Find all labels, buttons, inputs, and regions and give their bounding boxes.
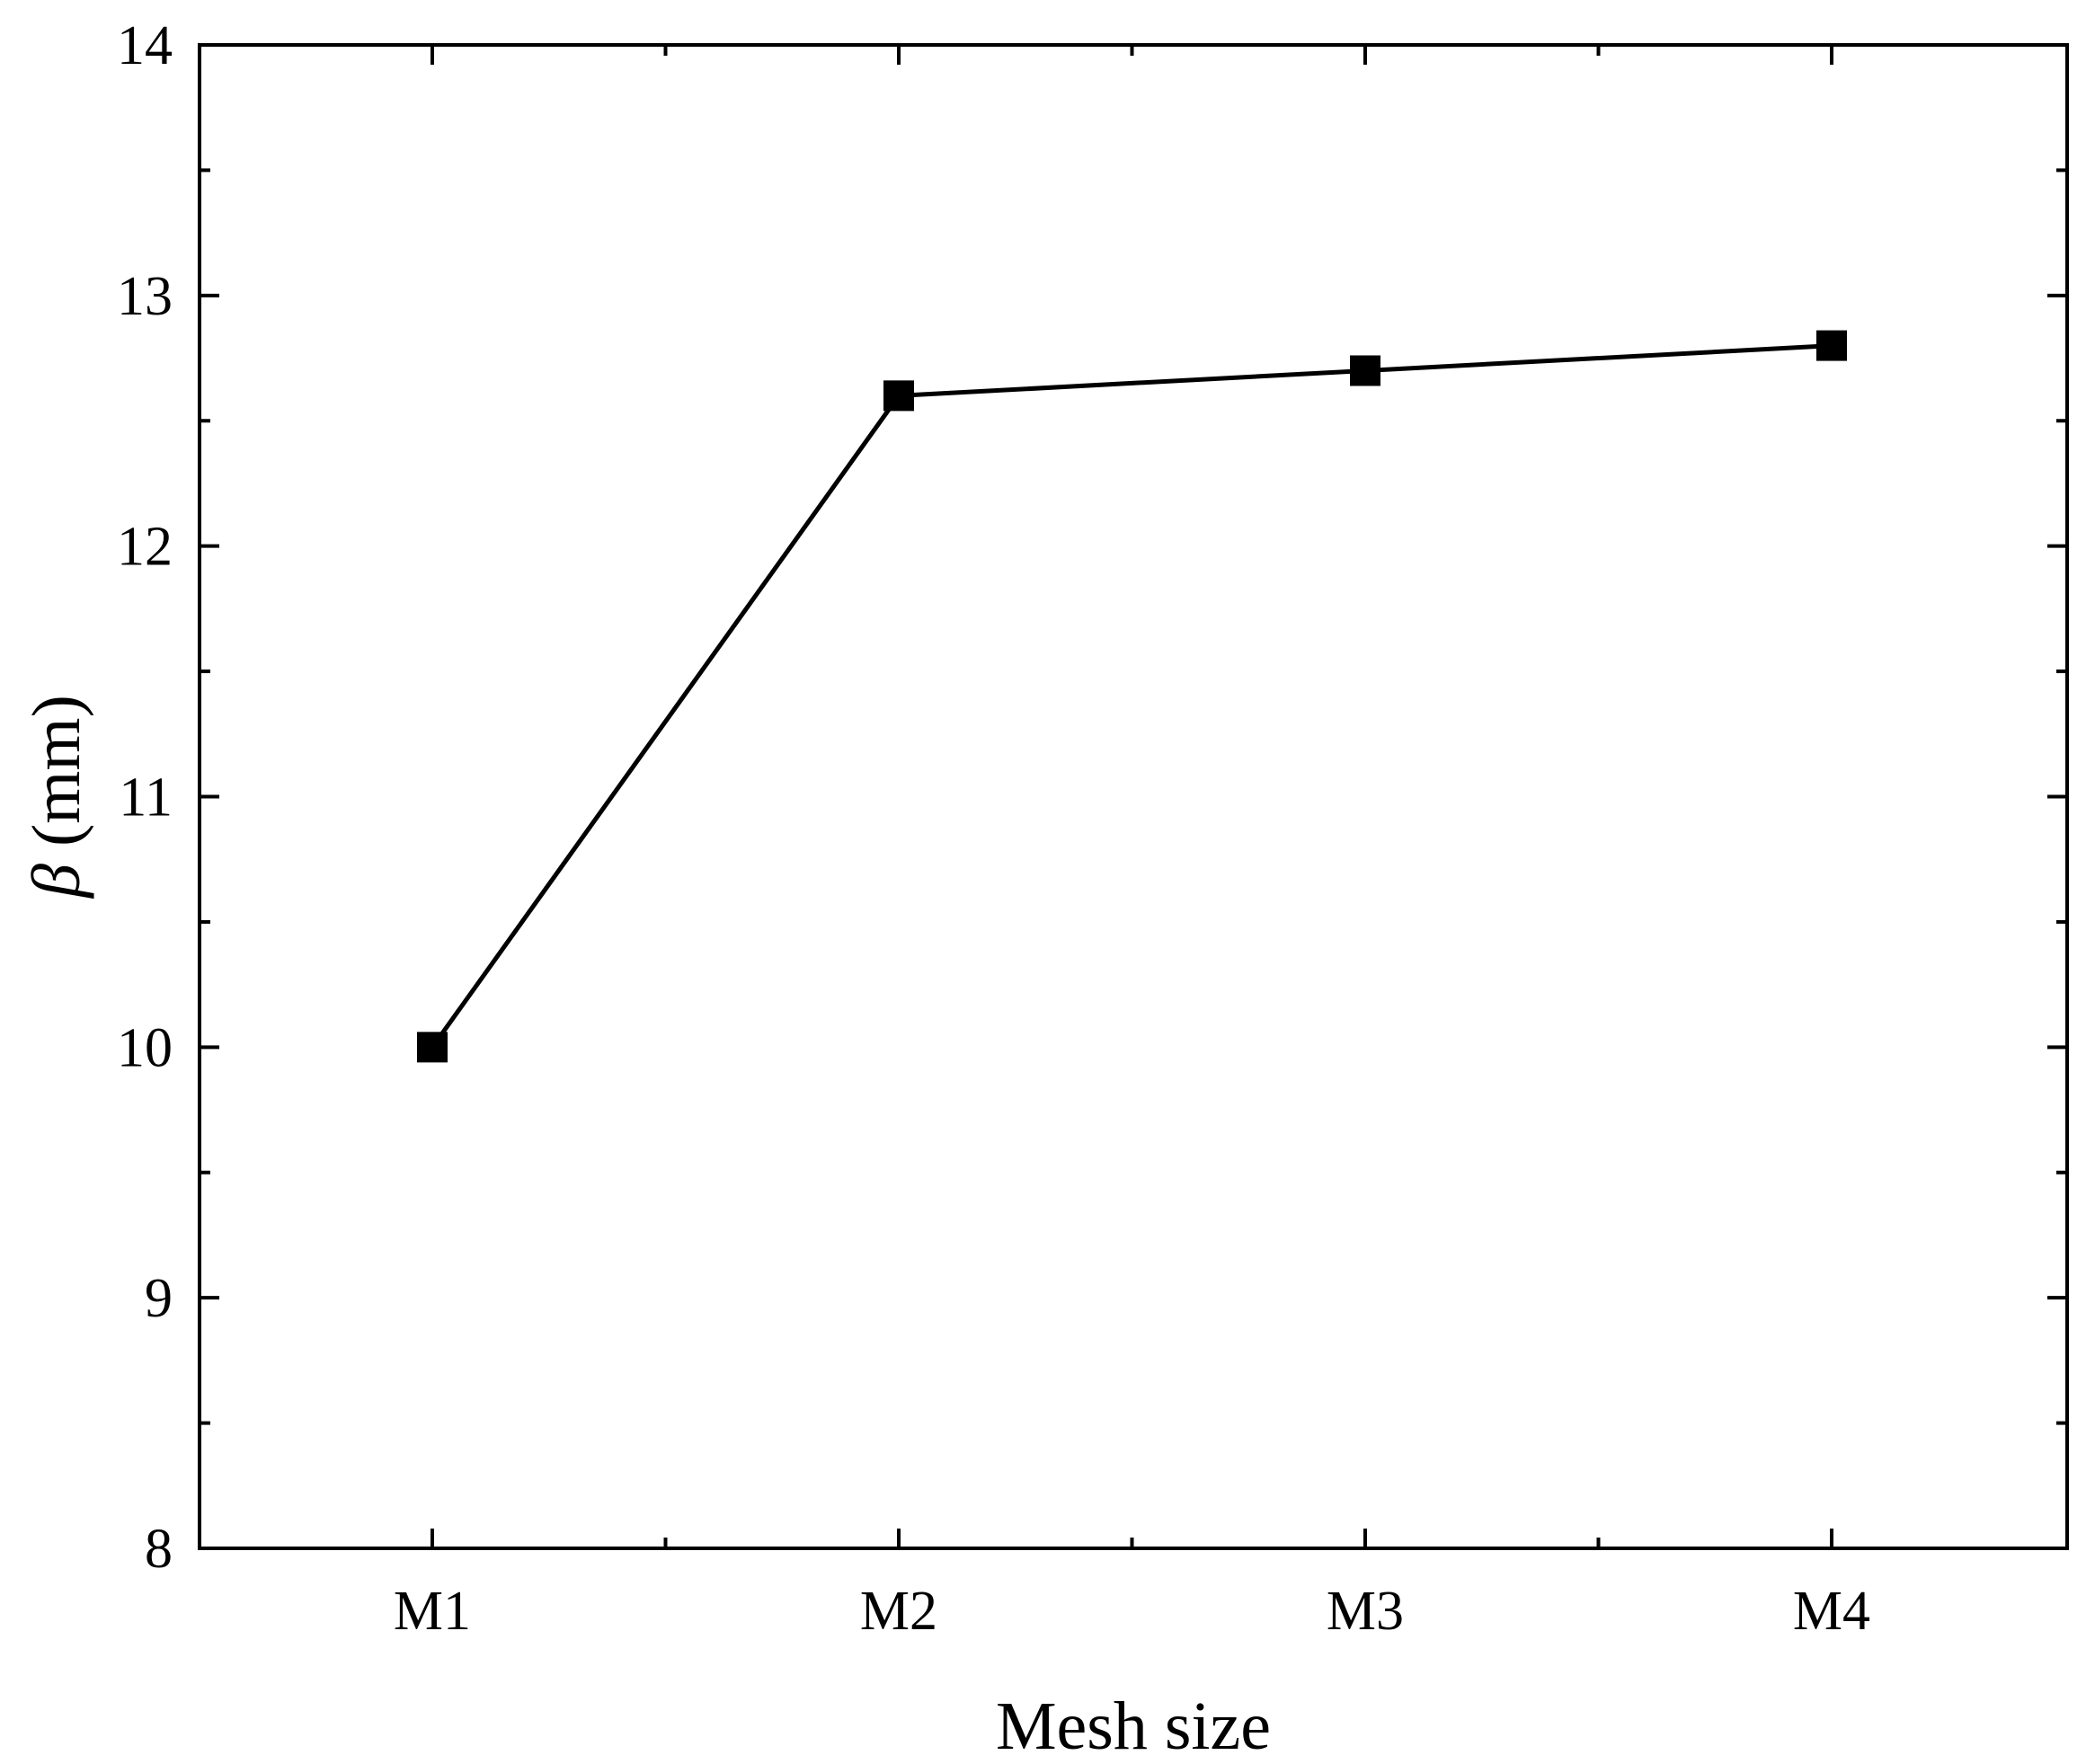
y-axis-symbol: β [19,864,94,900]
y-tick-label: 13 [117,266,173,327]
x-axis-title: Mesh size [996,1689,1271,1764]
y-tick-label: 11 [119,767,173,829]
x-tick-labels: M1 M2 M3 M4 [394,1581,1870,1642]
data-point-marker [1350,355,1380,386]
data-point-marker [1816,330,1847,361]
data-point-marker [883,380,914,412]
data-point-marker [417,1032,448,1063]
y-tick-label: 10 [117,1017,173,1078]
y-axis-unit: (mm) [19,695,94,864]
series-line [430,343,1833,1049]
y-tick-labels: 8 9 10 11 12 13 14 [117,15,173,1580]
plot-frame [198,43,2069,1550]
x-tick-label: M4 [1793,1581,1870,1642]
y-tick-label: 9 [145,1268,173,1329]
x-tick-label: M2 [860,1581,937,1642]
y-tick-label: 14 [117,15,173,76]
y-tick-label: 12 [117,517,173,578]
series-layer [417,330,1847,1063]
x-tick-label: M1 [394,1581,471,1642]
y-tick-label: 8 [145,1519,173,1580]
y-axis-title: β (mm) [19,695,94,900]
axis-ticks [200,43,2067,1550]
x-tick-label: M3 [1327,1581,1404,1642]
